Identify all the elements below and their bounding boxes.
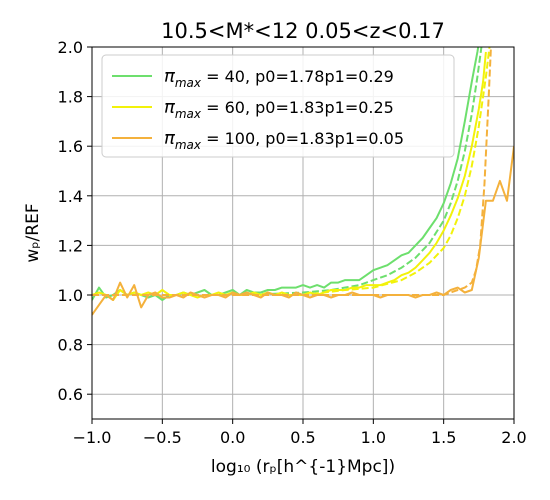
chart-title: 10.5<M*<12 0.05<z<0.17	[161, 19, 445, 43]
series-group	[92, 47, 514, 316]
x-tick-label: −1.0	[73, 428, 112, 447]
legend-box	[101, 54, 455, 158]
legend-label: πmax = 100, p0=1.83p1=0.05	[164, 128, 404, 152]
y-tick-label: 1.2	[58, 236, 83, 255]
y-tick-label: 2.0	[58, 38, 83, 57]
x-axis-label: log₁₀ (rₚ[h^{-1}Mpc])	[211, 457, 395, 477]
y-tick-label: 1.8	[58, 88, 83, 107]
x-tick-label: 2.0	[501, 428, 526, 447]
series-fit-line	[92, 47, 483, 296]
y-tick-label: 1.0	[58, 286, 83, 305]
x-tick-label: 1.0	[361, 428, 386, 447]
legend-label: πmax = 60, p0=1.83p1=0.25	[164, 97, 394, 121]
series-line	[92, 47, 480, 301]
axis-ticks: −1.0 −0.5 0.0 0.5 1.0 1.5 2.0 0.6 0.8 1.0 1.2 1.4 1.…	[58, 38, 527, 447]
y-tick-label: 0.8	[58, 336, 83, 355]
x-tick-label: 0.0	[220, 428, 245, 447]
x-tick-label: −0.5	[143, 428, 182, 447]
series-fit-line	[92, 47, 492, 296]
legend: πmax = 40, p0=1.78p1=0.29 πmax = 60, p0=1…	[101, 54, 455, 158]
legend-label: πmax = 40, p0=1.78p1=0.29	[164, 66, 394, 90]
y-tick-label: 0.6	[58, 385, 83, 404]
x-tick-label: 0.5	[290, 428, 315, 447]
y-tick-label: 1.4	[58, 187, 83, 206]
y-axis-label: wₚ/REF	[23, 203, 43, 262]
series-fit-line	[92, 47, 491, 296]
y-tick-label: 1.6	[58, 137, 83, 156]
x-tick-label: 1.5	[431, 428, 456, 447]
